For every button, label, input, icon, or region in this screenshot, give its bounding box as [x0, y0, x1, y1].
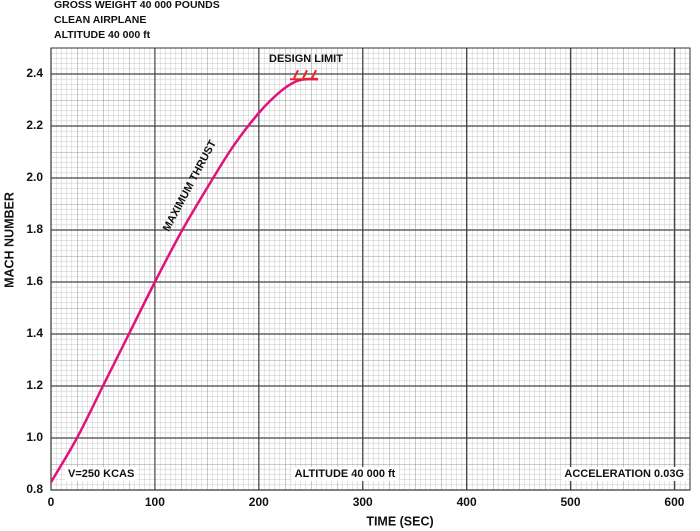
- x-tick-label: 400: [457, 495, 477, 509]
- design-limit-hatch: [311, 69, 317, 79]
- y-tick-label: 2.4: [26, 66, 43, 80]
- x-tick-label: 500: [560, 495, 580, 509]
- y-tick-label: 2.0: [26, 170, 43, 184]
- y-tick-label: 1.8: [26, 222, 43, 236]
- y-tick-label: 1.0: [26, 430, 43, 444]
- x-tick-label: 200: [249, 495, 269, 509]
- y-axis-label: MACH NUMBER: [2, 192, 16, 288]
- x-tick-label: 0: [48, 495, 55, 509]
- annotation: V=250 KCAS: [68, 468, 134, 480]
- plot-frame: [50, 47, 691, 491]
- design-limit-hatch: [293, 69, 299, 79]
- x-tick-label: 300: [353, 495, 373, 509]
- annotation: DESIGN LIMIT: [269, 53, 343, 65]
- curve: [49, 77, 319, 483]
- x-tick-label: 100: [145, 495, 165, 509]
- header-line: CLEAN AIRPLANE: [54, 14, 146, 26]
- annotation-bg: [65, 467, 138, 481]
- annotation: ALTITUDE 40 000 ft: [295, 468, 396, 480]
- y-tick-label: 1.2: [26, 378, 43, 392]
- y-tick-label: 1.6: [26, 274, 43, 288]
- annotation-bg: [291, 467, 399, 481]
- design-limit-hatch: [302, 69, 308, 79]
- header-line: GROSS WEIGHT 40 000 POUNDS: [54, 0, 220, 11]
- minor-grid: [51, 48, 690, 490]
- x-tick-label: 600: [664, 495, 684, 509]
- annotation-bg: [561, 467, 687, 481]
- header-line: ALTITUDE 40 000 ft: [54, 29, 151, 41]
- y-tick-label: 0.8: [26, 482, 43, 496]
- annotation: ACCELERATION 0.03G: [564, 468, 684, 480]
- y-tick-label: 2.2: [26, 118, 43, 132]
- y-tick-label: 1.4: [26, 326, 43, 340]
- x-axis-label: TIME (SEC): [366, 514, 433, 528]
